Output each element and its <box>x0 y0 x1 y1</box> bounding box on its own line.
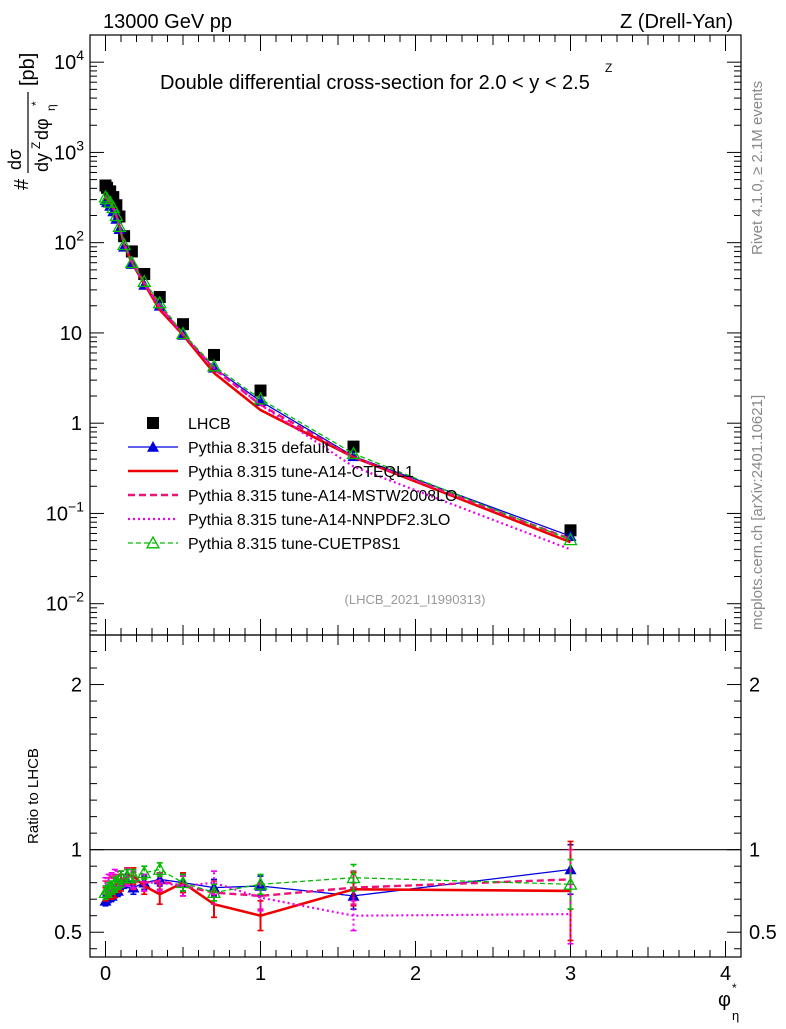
legend-marker-lhcb <box>147 417 159 429</box>
ratio-marker-cuetp8s1 <box>107 877 122 890</box>
ylabel-denominator-eta: η <box>44 104 58 111</box>
series-marker-cuetp8s1 <box>253 391 268 405</box>
ylabel-denominator-star: * <box>29 101 43 106</box>
main-ytick-label: 10−2 <box>46 589 84 616</box>
legend-marker-default <box>147 441 159 452</box>
analysis-id-label: (LHCB_2021_I1990313) <box>345 592 486 607</box>
xlabel-star: * <box>732 981 737 995</box>
plot-title: Double differential cross-section for 2.… <box>160 72 590 94</box>
series-marker-cuetp8s1 <box>175 326 191 340</box>
series-marker-cuetp8s1 <box>109 208 124 222</box>
ratio-ytick-label: 1 <box>71 840 82 862</box>
main-ytick-label: 1 <box>71 413 82 435</box>
main-ytick-label: 10−1 <box>46 498 84 525</box>
ratio-marker-cuetp8s1 <box>346 870 361 884</box>
ratio-marker-cuetp8s1 <box>563 877 578 890</box>
ratio-marker-cuetp8s1 <box>126 868 141 882</box>
ylabel-denominator-z: Z <box>29 142 43 149</box>
legend: LHCB Pythia 8.315 default Pythia 8.315 tun… <box>128 416 457 553</box>
ratio-ytick-label: 2 <box>71 675 82 697</box>
process-label: Z (Drell-Yan) <box>620 11 733 33</box>
ratio-marker-cuetp8s1 <box>253 877 268 890</box>
xtick-label: 2 <box>410 963 421 985</box>
ratio-ytick-label-right: 1 <box>749 840 760 862</box>
series-marker-cuetp8s1 <box>106 200 121 214</box>
ylabel-denominator-dy: dy <box>32 153 52 172</box>
ratio-marker-cuetp8s1 <box>206 885 222 899</box>
ratio-ytick-label: 0.5 <box>54 922 82 944</box>
legend-label-data: LHCB <box>188 416 231 433</box>
main-ytick-label: 104 <box>54 47 84 74</box>
rivet-version-label: Rivet 4.1.0, ≥ 2.1M events <box>749 81 766 255</box>
ratio-line-nnpdf <box>104 876 571 917</box>
lhcb-data-point <box>177 318 189 331</box>
xtick-label: 4 <box>720 963 731 985</box>
series-marker-cuetp8s1 <box>137 274 152 288</box>
main-ylabel: # dσ dy Z dφ * η [pb] <box>5 53 58 190</box>
main-ytick-label: 10 <box>60 323 82 345</box>
energy-label: 13000 GeV pp <box>103 11 232 33</box>
ratio-ylabel: Ratio to LHCB <box>25 748 42 844</box>
series-marker-cuetp8s1 <box>116 237 132 251</box>
ratio-panel-frame <box>89 634 742 958</box>
x-axis-label: φ * η <box>718 981 739 1023</box>
series-marker-cuetp8s1 <box>563 532 578 546</box>
series-marker-cuetp8s1 <box>346 446 361 460</box>
series-marker-cuetp8s1 <box>99 191 115 205</box>
legend-label-cuetp8s1: Pythia 8.315 tune-CUETP8S1 <box>188 536 401 553</box>
lhcb-data-point <box>208 348 220 361</box>
main-ytick-label: 102 <box>54 228 84 255</box>
xlabel-phi: φ <box>718 989 731 1011</box>
series-line-nnpdf <box>104 195 571 551</box>
xtick-label: 0 <box>100 963 111 985</box>
main-axis-ticks: 10−2 10−1 1 10 102 103 104 <box>46 34 741 635</box>
xlabel-eta: η <box>732 1008 739 1023</box>
series-marker-cuetp8s1 <box>112 219 127 232</box>
mcplots-source-label: mcplots.cern.ch [arXiv:2401.10621] <box>749 395 766 630</box>
ratio-axis-ticks: 0.5 0.5 1 1 2 2 0 1 2 3 4 <box>54 635 777 985</box>
ratio-series-layer <box>98 840 578 945</box>
ratio-ytick-label-right: 2 <box>749 675 760 697</box>
series-line-default <box>104 199 571 537</box>
lhcb-data-point <box>254 384 267 397</box>
ylabel-unit: [pb] <box>17 53 39 86</box>
legend-marker-cuetp8s1 <box>145 535 161 549</box>
ylabel-numerator: dσ <box>5 149 25 170</box>
ratio-marker-cuetp8s1 <box>152 862 167 875</box>
series-marker-cuetp8s1 <box>152 295 167 309</box>
plot-title-superscript: Z <box>605 61 612 75</box>
main-ytick-label: 103 <box>54 137 84 164</box>
legend-label-nnpdf: Pythia 8.315 tune-A14-NNPDF2.3LO <box>188 512 450 529</box>
series-marker-cuetp8s1 <box>206 358 222 372</box>
ylabel-hash: # <box>11 178 33 190</box>
main-series-layer <box>98 179 578 551</box>
ratio-marker-cuetp8s1 <box>137 865 152 879</box>
legend-label-default: Pythia 8.315 default <box>188 440 330 457</box>
legend-label-mstw: Pythia 8.315 tune-A14-MSTW2008LO <box>188 488 457 505</box>
ylabel-denominator-dphi: dφ <box>32 118 52 140</box>
ratio-ytick-label-right: 0.5 <box>749 922 777 944</box>
series-marker-cuetp8s1 <box>124 255 139 269</box>
legend-label-cteql1: Pythia 8.315 tune-A14-CTEQL1 <box>188 464 414 481</box>
xtick-label: 1 <box>255 963 266 985</box>
ratio-marker-cuetp8s1 <box>175 875 191 889</box>
xtick-label: 3 <box>565 963 576 985</box>
